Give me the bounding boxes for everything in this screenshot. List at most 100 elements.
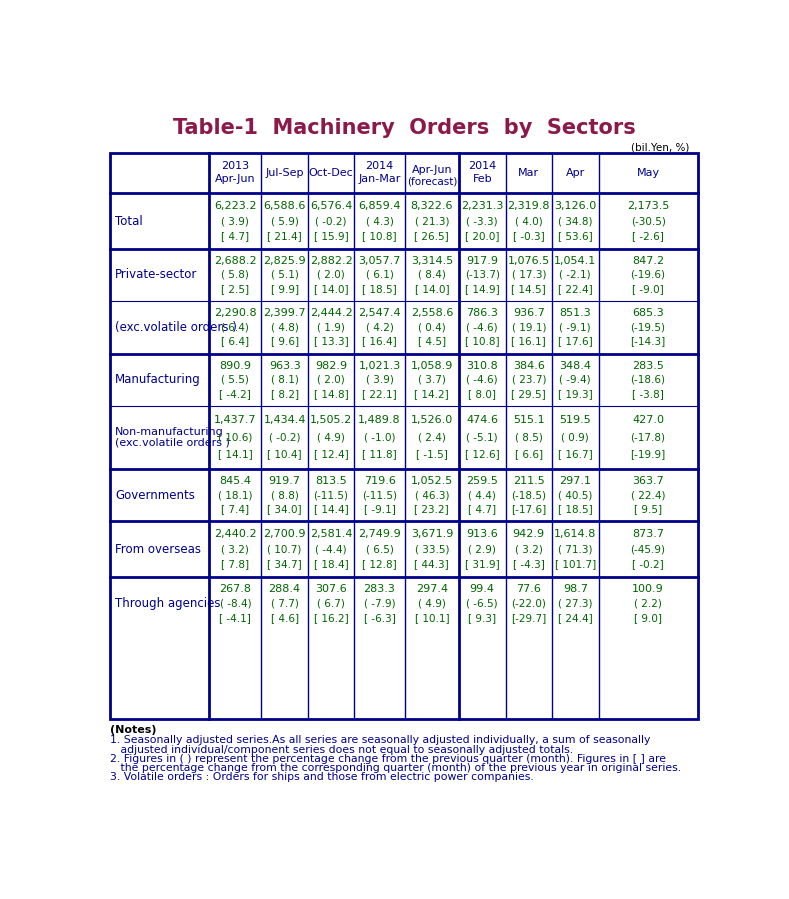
- Text: 2,173.5: 2,173.5: [627, 201, 669, 211]
- Text: ( 33.5): ( 33.5): [415, 544, 449, 554]
- Text: 288.4: 288.4: [268, 584, 301, 594]
- Text: 310.8: 310.8: [466, 360, 498, 370]
- Text: ( 1.9): ( 1.9): [317, 323, 345, 333]
- Text: 963.3: 963.3: [269, 360, 301, 370]
- Text: 3. Volatile orders : Orders for ships and those from electric power companies.: 3. Volatile orders : Orders for ships an…: [110, 772, 534, 782]
- Text: 297.1: 297.1: [559, 476, 591, 486]
- Text: [ 10.8]: [ 10.8]: [362, 231, 397, 241]
- Text: (-13.7): (-13.7): [465, 270, 499, 280]
- Text: [ 8.0]: [ 8.0]: [468, 389, 496, 399]
- Text: ( -9.1): ( -9.1): [559, 323, 591, 333]
- Text: ( 6.5): ( 6.5): [365, 544, 394, 554]
- Text: [ 9.0]: [ 9.0]: [634, 613, 662, 623]
- Text: ( 18.1): ( 18.1): [219, 490, 252, 500]
- Text: [ 44.3]: [ 44.3]: [414, 559, 449, 569]
- Text: [ 34.0]: [ 34.0]: [267, 504, 302, 514]
- Text: [ 14.0]: [ 14.0]: [314, 284, 349, 294]
- Text: 2,882.2: 2,882.2: [310, 256, 353, 266]
- Text: ( 6.7): ( 6.7): [317, 599, 345, 609]
- Text: 515.1: 515.1: [513, 415, 544, 425]
- Text: 685.3: 685.3: [632, 308, 664, 318]
- Text: [ 9.6]: [ 9.6]: [271, 336, 299, 346]
- Text: 2014: 2014: [365, 161, 394, 171]
- Text: [ -2.6]: [ -2.6]: [632, 231, 664, 241]
- Text: 2,444.2: 2,444.2: [310, 308, 353, 318]
- Text: [ 13.3]: [ 13.3]: [314, 336, 349, 346]
- Text: [ 18.4]: [ 18.4]: [314, 559, 349, 569]
- Text: 3,671.9: 3,671.9: [411, 530, 453, 539]
- Text: 1,489.8: 1,489.8: [358, 415, 401, 425]
- Text: Apr-Jun: Apr-Jun: [412, 165, 452, 175]
- Text: ( -8.4): ( -8.4): [219, 599, 251, 609]
- Text: [ 7.4]: [ 7.4]: [222, 504, 249, 514]
- Text: Feb: Feb: [473, 174, 492, 183]
- Text: ( 3.7): ( 3.7): [418, 375, 446, 385]
- Text: (-30.5): (-30.5): [630, 216, 666, 226]
- Text: 1,437.7: 1,437.7: [214, 415, 256, 425]
- Text: [-19.9]: [-19.9]: [630, 450, 666, 459]
- Text: 211.5: 211.5: [513, 476, 544, 486]
- Text: ( 2.2): ( 2.2): [634, 599, 662, 609]
- Text: 6,223.2: 6,223.2: [214, 201, 256, 211]
- Text: (-17.8): (-17.8): [630, 432, 666, 442]
- Text: the percentage change from the corresponding quarter (month) of the previous yea: the percentage change from the correspon…: [110, 763, 682, 773]
- Text: [ 10.8]: [ 10.8]: [465, 336, 499, 346]
- Text: (bil.Yen, %): (bil.Yen, %): [630, 142, 689, 152]
- Text: ( -7.9): ( -7.9): [364, 599, 395, 609]
- Text: 2,749.9: 2,749.9: [358, 530, 401, 539]
- Text: [-14.3]: [-14.3]: [630, 336, 666, 346]
- Text: 982.9: 982.9: [315, 360, 347, 370]
- Text: 100.9: 100.9: [632, 584, 664, 594]
- Text: 936.7: 936.7: [513, 308, 544, 318]
- Text: ( -5.1): ( -5.1): [466, 432, 498, 442]
- Text: [ 9.3]: [ 9.3]: [468, 613, 496, 623]
- Text: Jul-Sep: Jul-Sep: [265, 168, 304, 178]
- Text: [ 4.7]: [ 4.7]: [468, 504, 496, 514]
- Text: 8,322.6: 8,322.6: [410, 201, 453, 211]
- Text: 3,057.7: 3,057.7: [358, 256, 401, 266]
- Text: 2,399.7: 2,399.7: [264, 308, 306, 318]
- Text: 2014: 2014: [468, 161, 496, 171]
- Text: 427.0: 427.0: [632, 415, 664, 425]
- Text: ( -4.6): ( -4.6): [466, 375, 498, 385]
- Text: ( 8.1): ( 8.1): [271, 375, 298, 385]
- Text: ( 10.7): ( 10.7): [267, 544, 302, 554]
- Text: [ 16.4]: [ 16.4]: [362, 336, 397, 346]
- Text: [ 9.9]: [ 9.9]: [271, 284, 299, 294]
- Text: 259.5: 259.5: [466, 476, 498, 486]
- Text: ( 7.7): ( 7.7): [271, 599, 298, 609]
- Text: [ -9.0]: [ -9.0]: [632, 284, 664, 294]
- Text: Total: Total: [115, 215, 143, 227]
- Text: Oct-Dec: Oct-Dec: [308, 168, 353, 178]
- Text: 363.7: 363.7: [632, 476, 664, 486]
- Text: [ 31.9]: [ 31.9]: [465, 559, 499, 569]
- Text: 2,547.4: 2,547.4: [358, 308, 401, 318]
- Text: [ 20.0]: [ 20.0]: [465, 231, 499, 241]
- Text: (forecast): (forecast): [406, 177, 457, 187]
- Text: Mar: Mar: [518, 168, 540, 178]
- Text: ( 40.5): ( 40.5): [558, 490, 593, 500]
- Text: ( -1.0): ( -1.0): [364, 432, 395, 442]
- Text: 3,126.0: 3,126.0: [554, 201, 596, 211]
- Text: [ -3.8]: [ -3.8]: [632, 389, 664, 399]
- Text: [ 14.9]: [ 14.9]: [465, 284, 499, 294]
- Text: 2,581.4: 2,581.4: [310, 530, 353, 539]
- Text: [ 22.4]: [ 22.4]: [558, 284, 593, 294]
- Text: 2,440.2: 2,440.2: [214, 530, 256, 539]
- Text: ( 5.1): ( 5.1): [271, 270, 298, 280]
- Text: [ 4.7]: [ 4.7]: [222, 231, 249, 241]
- Text: 267.8: 267.8: [219, 584, 252, 594]
- Text: [ 4.5]: [ 4.5]: [418, 336, 446, 346]
- Text: 474.6: 474.6: [466, 415, 498, 425]
- Text: ( 3.2): ( 3.2): [222, 544, 249, 554]
- Text: 1,054.1: 1,054.1: [554, 256, 596, 266]
- Text: [ 15.9]: [ 15.9]: [314, 231, 349, 241]
- Bar: [110, 154, 697, 719]
- Text: ( -4.6): ( -4.6): [466, 323, 498, 333]
- Text: ( 4.3): ( 4.3): [365, 216, 394, 226]
- Text: [ -0.2]: [ -0.2]: [632, 559, 664, 569]
- Text: [ 19.3]: [ 19.3]: [558, 389, 593, 399]
- Text: 942.9: 942.9: [513, 530, 545, 539]
- Text: 297.4: 297.4: [416, 584, 448, 594]
- Text: 1,505.2: 1,505.2: [310, 415, 352, 425]
